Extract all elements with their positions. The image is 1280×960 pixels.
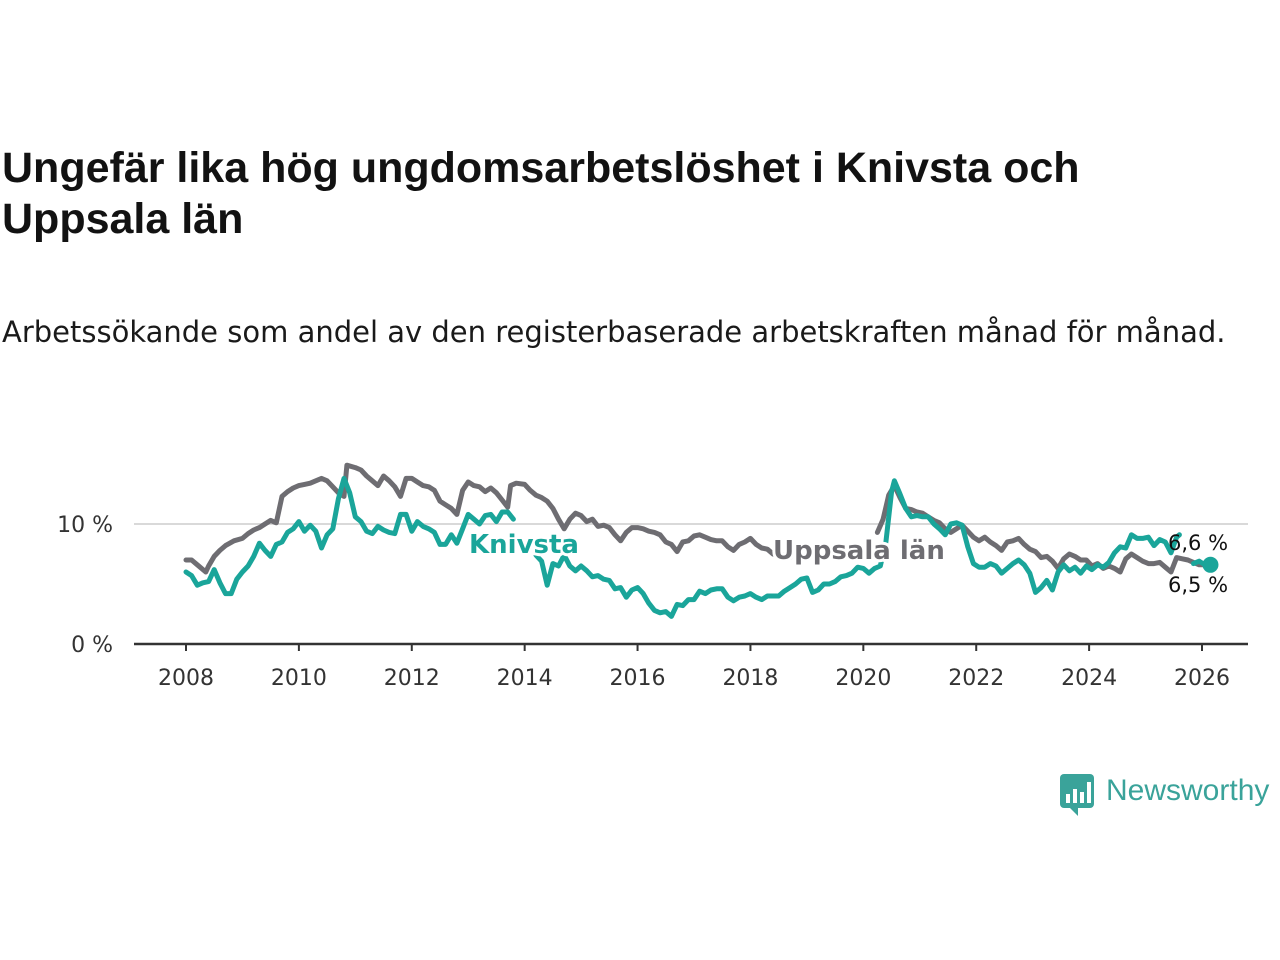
series-label-knivsta-halo: Knivsta: [469, 530, 579, 560]
x-tick-label: 2026: [1174, 666, 1230, 691]
x-tick-label: 2020: [835, 666, 891, 691]
x-tick-label: 2016: [610, 666, 666, 691]
chart-title: Ungefär lika hög ungdomsarbetslöshet i K…: [2, 144, 1080, 243]
x-tick-label: 2012: [384, 666, 440, 691]
series-line-knivsta: [533, 478, 1182, 619]
series-line-knivsta: [183, 475, 516, 597]
series-label-knivsta: Knivsta: [469, 530, 579, 560]
x-tick-label: 2014: [497, 666, 553, 691]
line-chart: 0 % 10 % 2008 2010 2012 2014 2016 2018 2020 2022 2…: [57, 462, 1248, 691]
end-marker-knivsta: [1202, 556, 1219, 573]
newsworthy-logo-icon: [1060, 774, 1094, 816]
x-tick-label: 2024: [1061, 666, 1117, 691]
series-label-uppsala-lan-halo: Uppsala län: [773, 536, 945, 566]
newsworthy-logo[interactable]: Newsworthy: [1058, 772, 1280, 820]
x-tick-label: 2022: [948, 666, 1004, 691]
chart-subtitle: Arbetssökande som andel av den registerb…: [2, 315, 1226, 349]
series-line-uppsala-lan: [183, 462, 796, 575]
x-tick-label: 2018: [722, 666, 778, 691]
newsworthy-logo-text: Newsworthy: [1106, 774, 1270, 807]
x-tick-label: 2010: [271, 666, 327, 691]
y-tick-label: 10 %: [57, 513, 113, 538]
series-label-uppsala-lan: Uppsala län: [773, 536, 945, 566]
x-tick-label: 2008: [158, 666, 214, 691]
series-layer: [183, 462, 1219, 619]
y-tick-label: 0 %: [71, 633, 113, 658]
end-value-label-uppsala-lan: 6,5 %: [1168, 573, 1228, 597]
axis-layer: 0 % 10 % 2008 2010 2012 2014 2016 2018 2020 2022 2…: [57, 513, 1248, 691]
end-value-label-knivsta: 6,6 %: [1168, 531, 1228, 555]
